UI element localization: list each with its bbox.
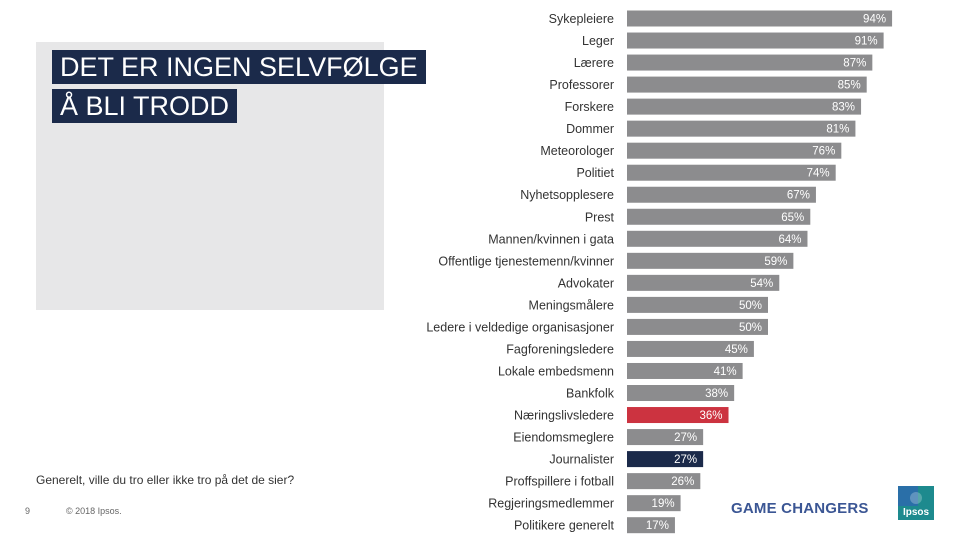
value-label-13: 50% <box>739 300 762 312</box>
category-label-17: Bankfolk <box>566 387 615 401</box>
category-label-21: Proffspillere i fotball <box>505 475 614 489</box>
value-label-0: 94% <box>863 14 886 26</box>
value-label-21: 26% <box>671 476 694 488</box>
category-label-18: Næringslivsledere <box>514 409 614 423</box>
value-label-22: 19% <box>652 498 675 510</box>
category-label-11: Offentlige tjenestemenn/kvinner <box>438 254 614 268</box>
value-label-2: 87% <box>843 58 866 70</box>
bar-10 <box>627 230 808 247</box>
category-label-16: Lokale embedsmenn <box>498 364 614 378</box>
category-label-15: Fagforeningsledere <box>506 342 614 356</box>
value-label-5: 81% <box>826 124 849 136</box>
bar-1 <box>627 32 884 49</box>
bar-13 <box>627 296 768 313</box>
category-label-5: Dommer <box>566 122 614 136</box>
bar-21 <box>627 473 701 490</box>
bar-15 <box>627 340 754 357</box>
bar-8 <box>627 186 816 203</box>
category-label-0: Sykepleiere <box>549 12 614 26</box>
bar-23 <box>627 517 675 534</box>
category-label-6: Meteorologer <box>540 144 614 158</box>
bar-16 <box>627 362 743 379</box>
bar-14 <box>627 318 768 335</box>
bar-20 <box>627 451 704 468</box>
bar-6 <box>627 142 842 159</box>
bar-0 <box>627 10 893 27</box>
survey-question: Generelt, ville du tro eller ikke tro på… <box>36 473 295 487</box>
bar-7 <box>627 164 836 181</box>
value-label-20: 27% <box>674 454 697 466</box>
value-label-10: 64% <box>778 234 801 246</box>
value-label-11: 59% <box>764 256 787 268</box>
category-label-20: Journalister <box>549 453 614 467</box>
category-label-19: Eiendomsmeglere <box>513 431 614 445</box>
category-label-2: Lærere <box>574 56 614 70</box>
value-label-14: 50% <box>739 322 762 334</box>
title-panel <box>36 42 384 310</box>
value-label-6: 76% <box>812 146 835 158</box>
value-label-1: 91% <box>855 36 878 48</box>
game-changers-tagline: GAME CHANGERS <box>731 500 869 517</box>
bar-2 <box>627 54 873 71</box>
bar-22 <box>627 495 681 512</box>
category-label-12: Advokater <box>558 276 614 290</box>
category-label-8: Nyhetsopplesere <box>520 188 614 202</box>
value-label-16: 41% <box>714 366 737 378</box>
value-label-3: 85% <box>838 80 861 92</box>
value-label-15: 45% <box>725 344 748 356</box>
value-label-19: 27% <box>674 432 697 444</box>
bar-18 <box>627 407 729 424</box>
category-label-1: Leger <box>582 34 614 48</box>
value-label-17: 38% <box>705 388 728 400</box>
bar-11 <box>627 252 794 269</box>
category-label-13: Meningsmålere <box>529 298 615 312</box>
bar-4 <box>627 98 862 115</box>
title-line-2: Å BLI TRODD <box>52 89 238 123</box>
category-label-7: Politiet <box>576 166 614 180</box>
ipsos-logo: Ipsos <box>898 486 934 520</box>
category-label-3: Professorer <box>549 78 614 92</box>
category-label-22: Regjeringsmedlemmer <box>488 497 614 511</box>
value-label-4: 83% <box>832 102 855 114</box>
title-line-1: DET ER INGEN SELVFØLGE <box>52 50 426 84</box>
category-label-10: Mannen/kvinnen i gata <box>488 232 614 246</box>
value-label-9: 65% <box>781 212 804 224</box>
category-label-14: Ledere i veldedige organisasjoner <box>426 320 614 334</box>
bar-19 <box>627 429 704 446</box>
page-number: 9 <box>25 506 31 516</box>
bar-3 <box>627 76 867 93</box>
value-label-23: 17% <box>646 520 669 532</box>
value-label-12: 54% <box>750 278 773 290</box>
bar-12 <box>627 274 780 291</box>
value-label-8: 67% <box>787 190 810 202</box>
bar-9 <box>627 208 811 225</box>
value-label-18: 36% <box>699 410 722 422</box>
category-label-9: Prest <box>585 210 615 224</box>
category-label-23: Politikere generelt <box>514 519 615 533</box>
logo-text: Ipsos <box>903 507 930 518</box>
bar-5 <box>627 120 856 137</box>
value-label-7: 74% <box>807 168 830 180</box>
copyright-text: © 2018 Ipsos. <box>66 506 122 516</box>
bar-17 <box>627 385 735 402</box>
category-label-4: Forskere <box>565 100 614 114</box>
